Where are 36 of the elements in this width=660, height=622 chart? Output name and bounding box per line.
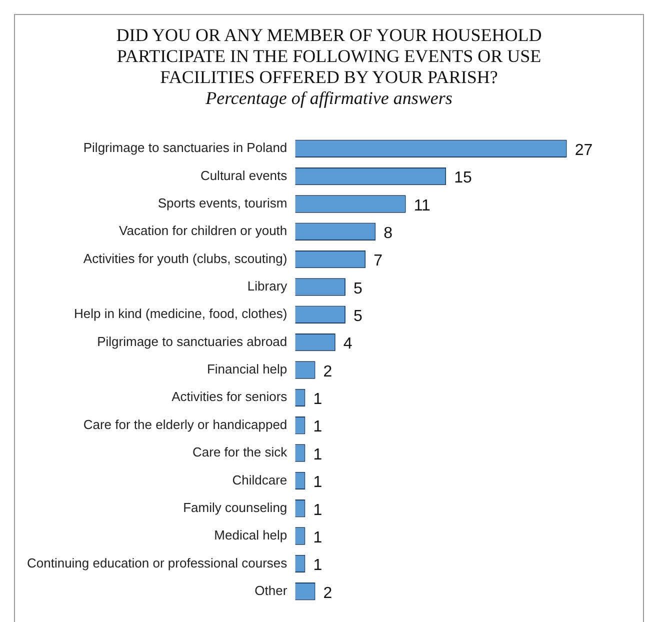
- y-tick-label: Financial help: [206, 362, 288, 377]
- data-label: 1: [313, 502, 322, 519]
- data-label: 1: [313, 529, 322, 546]
- data-label: 5: [353, 280, 362, 298]
- y-tick-label: Care for the elderly or handicapped: [83, 416, 288, 432]
- y-tick-label: Help in kind (medicine, food, clothes): [74, 306, 288, 322]
- y-tick-label: Family counseling: [183, 500, 288, 515]
- y-tick-label: Vacation for children or youth: [119, 223, 288, 238]
- y-tick-label: Activities for youth (clubs, scouting): [83, 250, 288, 266]
- y-tick-label: Other: [254, 582, 288, 598]
- data-label: 8: [384, 225, 393, 242]
- y-tick-label: Continuing education or professional courses: [26, 555, 288, 570]
- data-label: 1: [313, 446, 322, 464]
- data-label: 2: [323, 363, 332, 380]
- data-label: 4: [343, 336, 352, 353]
- data-label: 15: [454, 170, 472, 187]
- data-label: 2: [323, 584, 332, 602]
- data-label: 5: [353, 308, 362, 326]
- y-tick-label: Pilgrimage to sanctuaries in Poland: [83, 140, 288, 156]
- y-tick-label: Pilgrimage to sanctuaries abroad: [97, 334, 288, 349]
- y-tick-label: Sports events, tourism: [158, 196, 288, 211]
- y-tick-label: Library: [247, 278, 288, 294]
- y-tick-label: Childcare: [232, 472, 288, 488]
- data-label: 1: [313, 474, 322, 492]
- y-tick-label: Medical help: [214, 528, 288, 543]
- chart-title: DID YOU OR ANY MEMBER OF YOUR HOUSEHOLD PARTICIPATE IN THE FOLLOWING EVENTS OR USE FACILITIES OFFERED BY YOUR PARISH?: [115, 25, 543, 88]
- y-tick-label: Activities for seniors: [172, 389, 288, 404]
- data-label: 1: [313, 557, 322, 574]
- data-label: 11: [414, 197, 431, 214]
- data-label: 27: [574, 142, 593, 160]
- y-tick-label: Cultural events: [200, 168, 288, 183]
- data-label: 1: [313, 418, 322, 436]
- y-tick-label: Care for the sick: [192, 444, 288, 460]
- chart-subtitle: Percentage of affirmative answers: [204, 88, 454, 109]
- data-label: 1: [313, 391, 322, 408]
- data-label: 7: [374, 252, 383, 270]
